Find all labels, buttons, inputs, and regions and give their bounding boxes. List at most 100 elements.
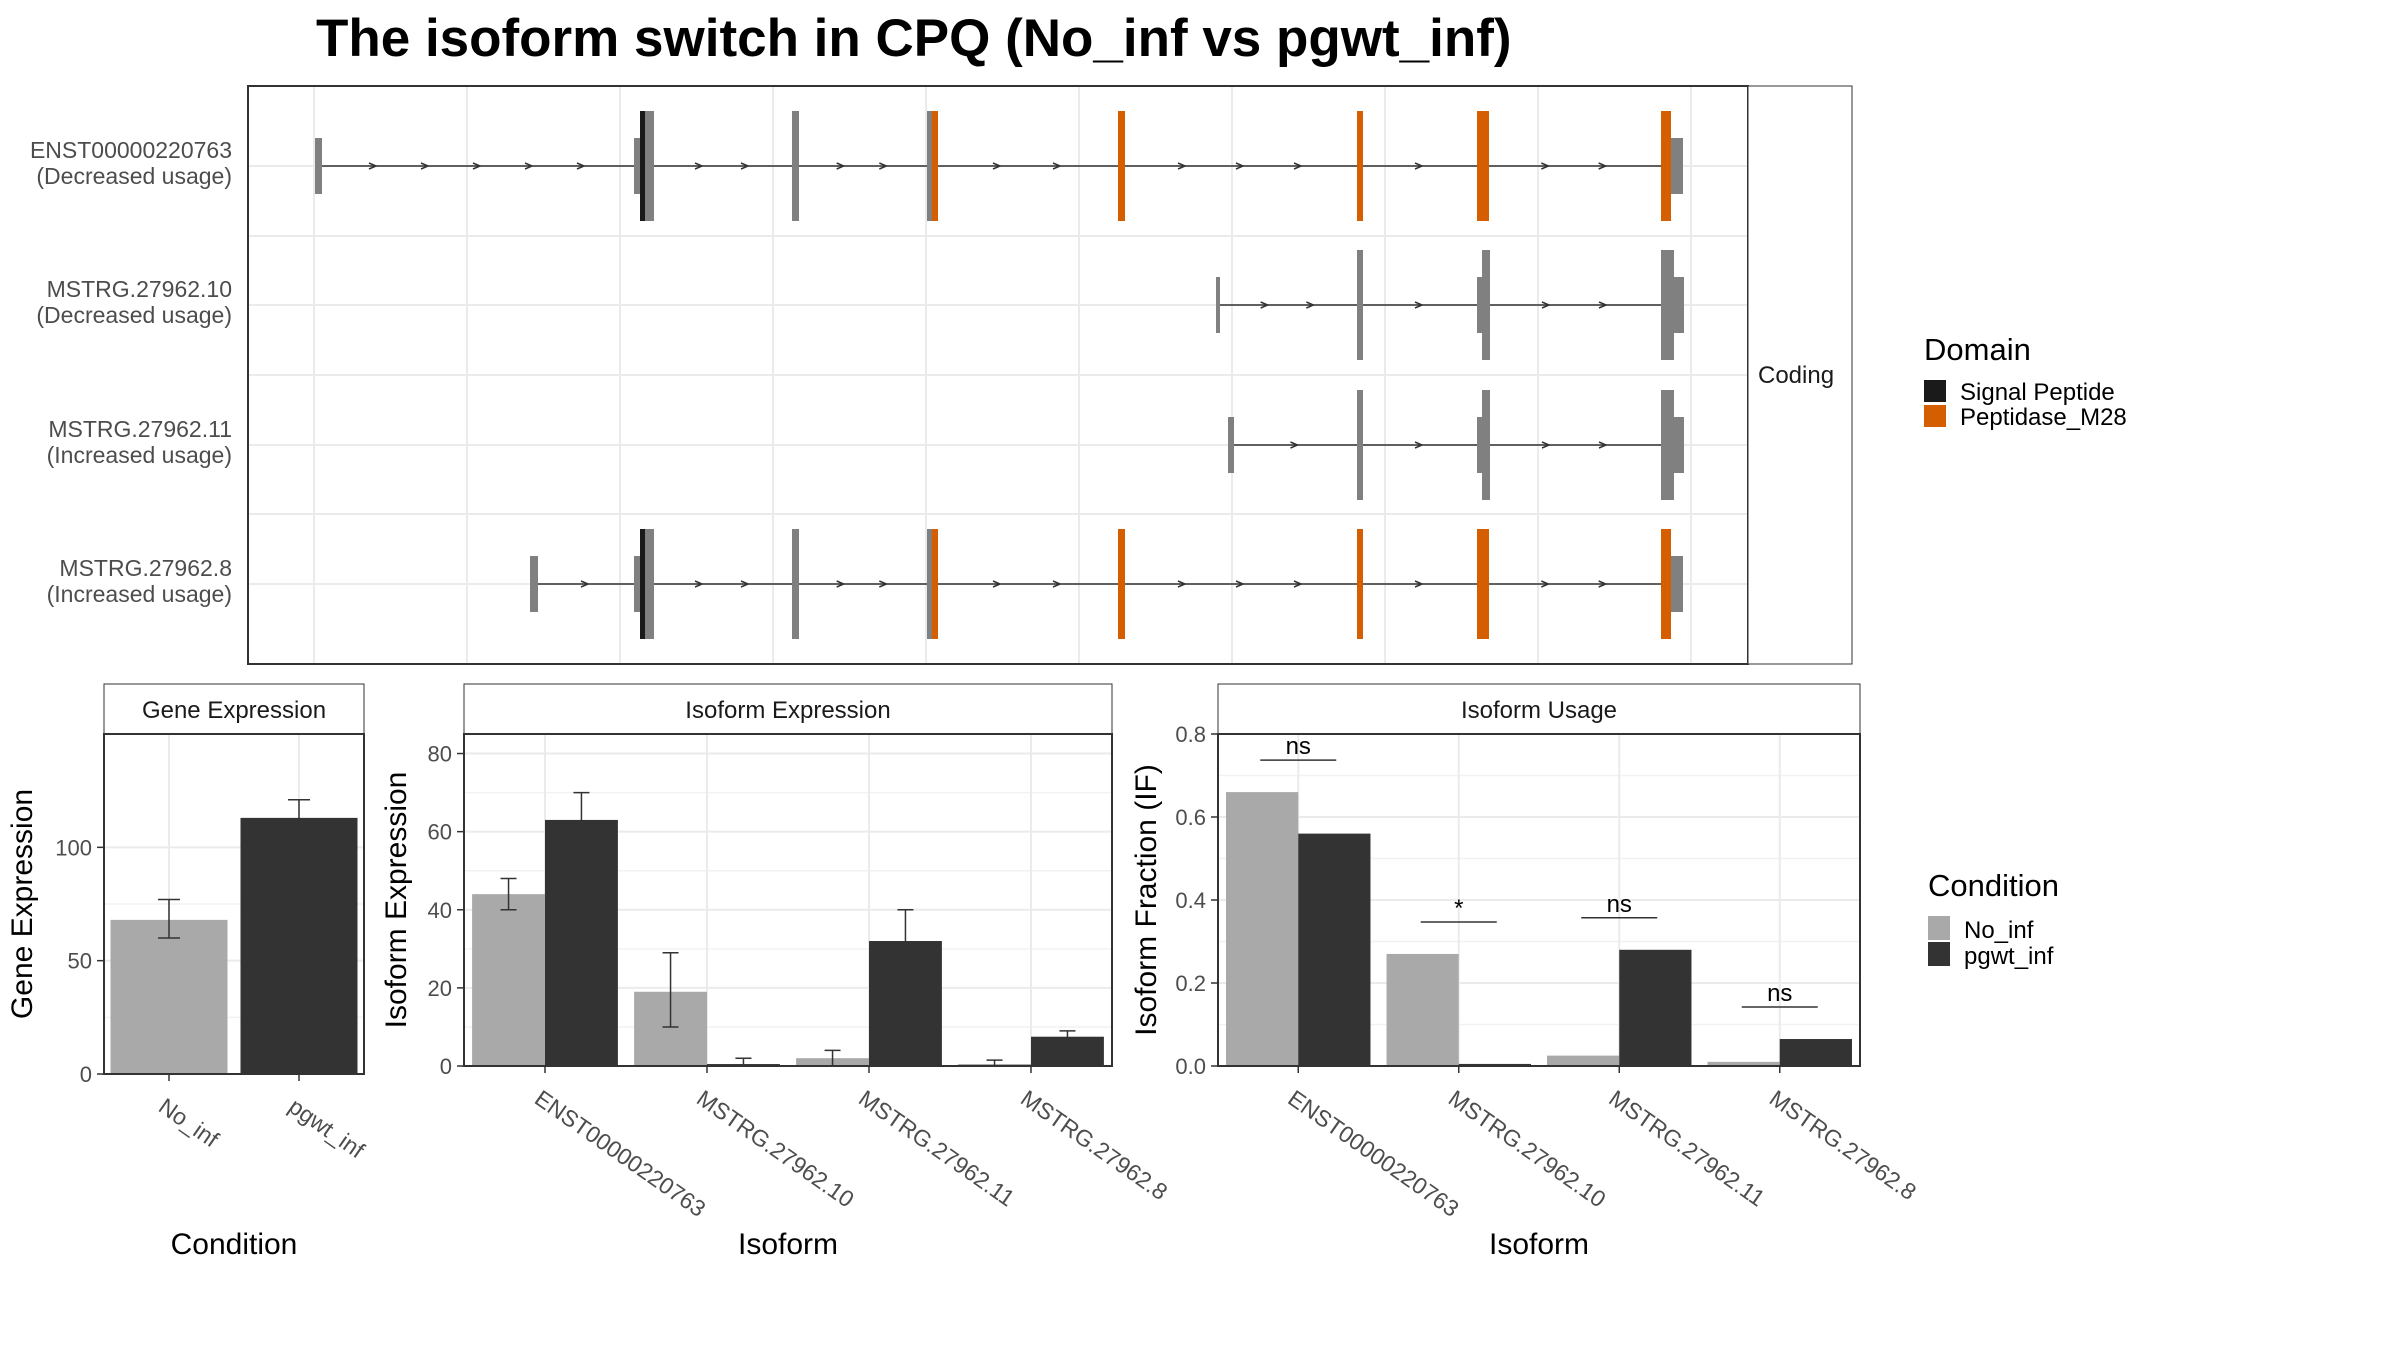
- gene-expression-chart: Gene Expression 0 50 100 No_inf pgwt_inf Condi…: [6, 683, 370, 1261]
- intron-arrow: [1052, 580, 1062, 588]
- intron-arrow: [1414, 441, 1424, 449]
- x-tick-label: ENST00000220763: [530, 1085, 710, 1222]
- intron-arrow: [740, 162, 750, 170]
- legend-label-no-inf: No_inf: [1964, 917, 2034, 944]
- intron-arrow: [879, 162, 889, 170]
- legend-swatch-signal-peptide: [1924, 380, 1946, 402]
- intron-arrow: [694, 580, 704, 588]
- transcript-track: [1216, 250, 1684, 360]
- transcript-structure-panel: Coding ENST00000220763(Decreased usage) M…: [30, 85, 1853, 665]
- exon: [1216, 277, 1220, 333]
- isoform-expression-chart: Isoform Expression 0 20 40 60 80 ENST000002207…: [380, 683, 1172, 1261]
- x-axis: No_inf pgwt_inf: [154, 1074, 370, 1164]
- y-axis-title: Gene Expression: [6, 789, 39, 1019]
- signal-peptide-exon: [640, 529, 645, 639]
- y-axis: 0.0 0.2 0.4 0.6 0.8: [1175, 722, 1218, 1079]
- y-tick-label: 0.8: [1175, 722, 1206, 747]
- transcript-track: [315, 111, 1683, 221]
- bar-no-inf: [1547, 1055, 1620, 1066]
- bar-pgwt-inf: [1779, 1039, 1852, 1066]
- legend-label-signal-peptide: Signal Peptide: [1960, 379, 2115, 406]
- x-tick-label: No_inf: [154, 1093, 224, 1153]
- intron-arrow: [879, 580, 889, 588]
- y-tick-label: 100: [55, 835, 92, 860]
- transcript-track: [530, 529, 1683, 639]
- y-tick-label: 50: [68, 949, 92, 974]
- bar-no-inf: [1386, 953, 1459, 1066]
- intron-arrow: [740, 580, 750, 588]
- intron-arrow: [1306, 301, 1316, 309]
- exon: [1671, 138, 1683, 194]
- intron-arrow: [1177, 580, 1187, 588]
- isoform-row-label: ENST00000220763: [30, 137, 232, 163]
- panel-title: Isoform Usage: [1461, 697, 1617, 724]
- x-axis-title: Isoform: [738, 1228, 838, 1261]
- intron-arrow: [524, 162, 534, 170]
- x-axis-title: Condition: [171, 1228, 298, 1261]
- intron-arrow: [1598, 441, 1608, 449]
- exon: [645, 529, 654, 639]
- exon: [1477, 277, 1482, 333]
- x-tick-label: MSTRG.27962.8: [1016, 1085, 1172, 1205]
- intron-arrow: [472, 162, 482, 170]
- intron-arrow: [1260, 301, 1270, 309]
- significance-label: ns: [1286, 733, 1311, 760]
- intron-arrow: [1414, 580, 1424, 588]
- legend-swatch-no-inf: [1928, 916, 1950, 940]
- x-axis: ENST00000220763MSTRG.27962.10MSTRG.27962…: [1283, 1066, 1921, 1222]
- legend-label-peptidase: Peptidase_M28: [1960, 404, 2127, 431]
- peptidase-domain-exon: [1357, 111, 1363, 221]
- intron-arrow: [576, 162, 586, 170]
- x-tick-label: MSTRG.27962.10: [1444, 1085, 1611, 1213]
- x-axis-title: Isoform: [1489, 1228, 1589, 1261]
- bar-no-inf: [1707, 1061, 1780, 1066]
- exon: [1661, 250, 1674, 360]
- intron-arrow: [1235, 162, 1245, 170]
- panel-border: [103, 733, 365, 1075]
- exon: [927, 529, 932, 639]
- significance-label: *: [1454, 895, 1463, 922]
- exon: [1357, 250, 1363, 360]
- isoform-row-label: MSTRG.27962.11: [48, 416, 232, 442]
- intron-arrow: [1414, 301, 1424, 309]
- isoform-usage-label: (Increased usage): [47, 442, 232, 468]
- y-tick-label: 40: [428, 898, 452, 923]
- bar-no-inf: [1226, 792, 1299, 1066]
- y-tick-label: 0.4: [1175, 888, 1206, 913]
- domain-legend-title: Domain: [1924, 332, 2031, 367]
- isoform-row-label: MSTRG.27962.8: [59, 555, 232, 581]
- legend-swatch-peptidase: [1924, 405, 1946, 427]
- intron-arrow: [1598, 301, 1608, 309]
- panel-title: Isoform Expression: [685, 697, 890, 724]
- intron-arrow: [992, 162, 1002, 170]
- significance-label: ns: [1767, 980, 1792, 1007]
- intron-arrow: [694, 162, 704, 170]
- x-tick-label: MSTRG.27962.8: [1765, 1085, 1921, 1205]
- exon: [1671, 556, 1683, 612]
- bar-pgwt-inf: [240, 817, 358, 1074]
- intron-arrow: [1541, 441, 1551, 449]
- y-axis: 0 20 40 60 80: [428, 742, 464, 1079]
- intron-arrow: [1293, 162, 1303, 170]
- exon: [1674, 417, 1684, 473]
- intron-arrow: [836, 162, 846, 170]
- intron-arrow: [1414, 162, 1424, 170]
- intron-arrow: [1541, 162, 1551, 170]
- isoform-usage-label: (Decreased usage): [36, 163, 232, 189]
- y-tick-label: 20: [428, 976, 452, 1001]
- coding-strip-label: Coding: [1758, 362, 1834, 389]
- y-tick-label: 0.0: [1175, 1054, 1206, 1079]
- bar-pgwt-inf: [1298, 833, 1371, 1066]
- transcript-track: [1228, 390, 1684, 500]
- y-tick-label: 0: [440, 1054, 452, 1079]
- exon: [1482, 250, 1490, 360]
- bar-pgwt-inf: [545, 819, 618, 1066]
- peptidase-domain-exon: [932, 111, 938, 221]
- exon: [792, 111, 799, 221]
- significance-label: ns: [1607, 891, 1632, 918]
- isoform-row-label: MSTRG.27962.10: [47, 276, 232, 302]
- y-axis: 0 50 100: [55, 835, 104, 1087]
- intron-arrow: [1293, 580, 1303, 588]
- exon: [792, 529, 799, 639]
